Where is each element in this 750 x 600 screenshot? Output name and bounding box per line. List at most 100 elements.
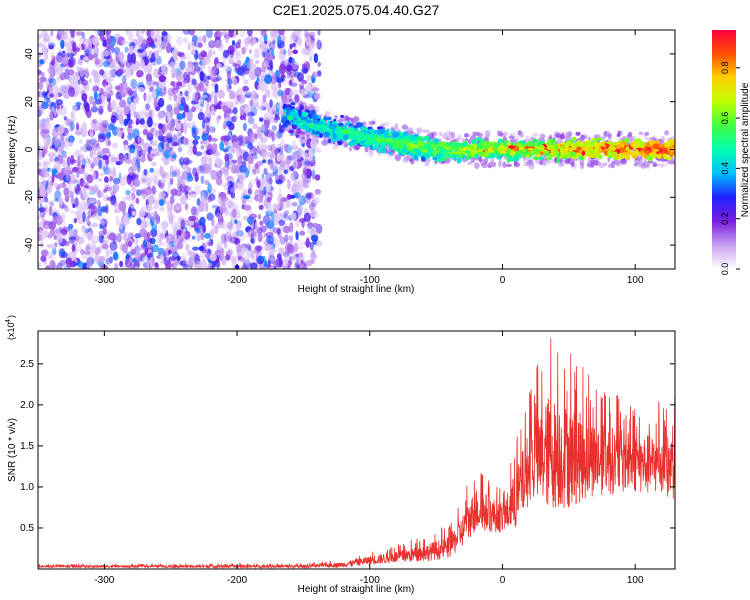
spectrogram-noise-cell xyxy=(167,249,172,255)
spectrogram-noise-cell xyxy=(258,204,264,210)
spectrogram-noise-cell xyxy=(225,36,229,44)
spectrogram-noise-cell xyxy=(236,243,242,253)
spectrogram-noise-cell xyxy=(210,110,216,117)
spectrogram-noise-cell xyxy=(46,200,54,206)
spectrogram-noise-cell xyxy=(44,205,49,215)
spectrogram-noise-cell xyxy=(56,209,60,216)
spectrogram-noise-cell xyxy=(202,34,207,44)
spectrogram-halo-cell xyxy=(348,146,353,152)
spectrogram-noise-cell xyxy=(233,115,238,122)
spectrogram-noise-cell xyxy=(221,255,227,266)
spectrogram-noise-cell xyxy=(153,135,159,145)
spectrogram-noise-cell xyxy=(252,232,257,237)
spectrogram-noise-cell xyxy=(146,38,155,46)
spectrogram-noise-cell xyxy=(197,205,205,213)
spectrogram-noise-cell xyxy=(72,41,77,52)
spectrogram-noise-cell xyxy=(122,216,130,225)
spectrogram-noise-cell xyxy=(200,232,205,241)
spectrogram-noise-cell xyxy=(143,221,147,229)
spectrogram-noise-cell xyxy=(291,201,298,207)
spectrogram-noise-cell xyxy=(92,85,98,93)
spectrogram-noise-cell xyxy=(74,159,82,168)
spectrogram-noise-cell xyxy=(267,244,274,252)
spectrogram-noise-cell xyxy=(81,93,88,102)
spectrogram-noise-cell xyxy=(190,49,196,56)
spectrogram-noise-cell xyxy=(87,158,91,164)
spectrogram-noise-cell xyxy=(200,175,205,184)
spectrogram-noise-cell xyxy=(280,144,284,152)
spectrogram-noise-cell xyxy=(153,97,159,108)
spectrogram-noise-cell xyxy=(285,65,293,75)
spectrogram-noise-cell xyxy=(299,139,307,144)
spectrogram-noise-cell xyxy=(302,176,306,186)
spectrogram-noise-cell xyxy=(214,83,219,94)
spectrogram-noise-cell xyxy=(183,71,188,82)
spectrogram-noise-cell xyxy=(177,52,185,58)
spectrogram-noise-cell xyxy=(114,263,119,269)
spectrogram-noise-cell xyxy=(85,264,93,269)
spectrogram-noise-cell xyxy=(53,90,59,101)
spectrogram-noise-cell xyxy=(229,90,235,100)
spectrogram-noise-cell xyxy=(284,253,288,261)
spectrogram-noise-cell xyxy=(159,254,165,265)
spectrogram-noise-cell xyxy=(160,40,166,51)
spectrogram-noise-cell xyxy=(74,242,78,247)
spectrogram-noise-cell xyxy=(201,94,209,99)
spectrogram-noise-cell xyxy=(204,109,209,118)
spectrogram-noise-cell xyxy=(181,138,187,146)
spectrogram-noise-cell xyxy=(83,193,90,200)
spectrogram-noise-cell xyxy=(144,65,149,74)
spectrogram-noise-cell xyxy=(173,51,178,61)
spectrogram-noise-cell xyxy=(258,131,263,140)
spectrogram-noise-cell xyxy=(191,78,197,86)
spectrogram-noise-cell xyxy=(172,85,180,91)
spectrogram-noise-cell xyxy=(236,229,244,237)
spectrogram-noise-cell xyxy=(289,221,294,233)
spectrogram-noise-cell xyxy=(150,161,157,166)
spectrogram-noise-cell xyxy=(232,107,238,115)
spectrogram-noise-cell xyxy=(101,147,110,154)
spectrogram-noise-cell xyxy=(131,45,136,54)
spectrogram-noise-cell xyxy=(196,210,201,217)
spectrogram-noise-cell xyxy=(38,105,44,116)
spectrogram-noise-cell xyxy=(267,144,273,152)
spectrogram-noise-cell xyxy=(211,77,220,83)
spectrogram-noise-cell xyxy=(282,225,291,234)
spectrogram-noise-cell xyxy=(128,65,134,73)
spectrogram-noise-cell xyxy=(175,122,181,131)
spectrogram-noise-cell xyxy=(289,35,296,44)
spectrogram-noise-cell xyxy=(291,183,299,194)
spectrogram-noise-cell xyxy=(105,257,110,265)
spectrogram-noise-cell xyxy=(187,250,193,256)
spectrogram-noise-cell xyxy=(125,253,130,260)
spectrogram-noise-cell xyxy=(197,112,205,121)
spectrogram-noise-cell xyxy=(288,256,293,267)
spectrogram-noise-cell xyxy=(41,101,49,110)
spectrogram-noise-cell xyxy=(73,217,78,224)
spectrogram-noise-cell xyxy=(281,93,288,105)
spectrogram-noise-cell xyxy=(131,59,137,65)
spectrogram-noise-cell xyxy=(68,223,74,230)
spectrogram-noise-cell xyxy=(247,188,252,196)
spectrogram-noise-cell xyxy=(166,202,172,209)
spectrogram-noise-cell xyxy=(287,179,291,190)
spectrogram-noise-cell xyxy=(199,71,205,82)
spectrogram-noise-cell xyxy=(245,249,252,258)
spectrogram-noise-cell xyxy=(91,160,96,168)
spectrogram-halo-cell xyxy=(321,139,329,146)
spectrogram-noise-cell xyxy=(249,262,258,269)
spectrogram-halo-cell xyxy=(298,133,306,140)
spectrogram-noise-cell xyxy=(141,30,145,35)
spectrogram-noise-cell xyxy=(131,264,135,269)
spectrogram-noise-cell xyxy=(47,67,54,74)
spectrogram-noise-cell xyxy=(81,79,88,86)
spectrogram-halo-cell xyxy=(543,159,548,167)
spectrogram-noise-cell xyxy=(135,159,141,169)
spectrogram-noise-cell xyxy=(102,227,107,236)
spectrogram-noise-cell xyxy=(215,177,223,186)
spectrogram-noise-cell xyxy=(147,95,152,103)
spectrogram-noise-cell xyxy=(272,248,277,253)
spectrogram-noise-cell xyxy=(147,68,152,74)
spectrogram-noise-cell xyxy=(41,90,47,98)
spectrogram-noise-cell xyxy=(51,173,55,183)
